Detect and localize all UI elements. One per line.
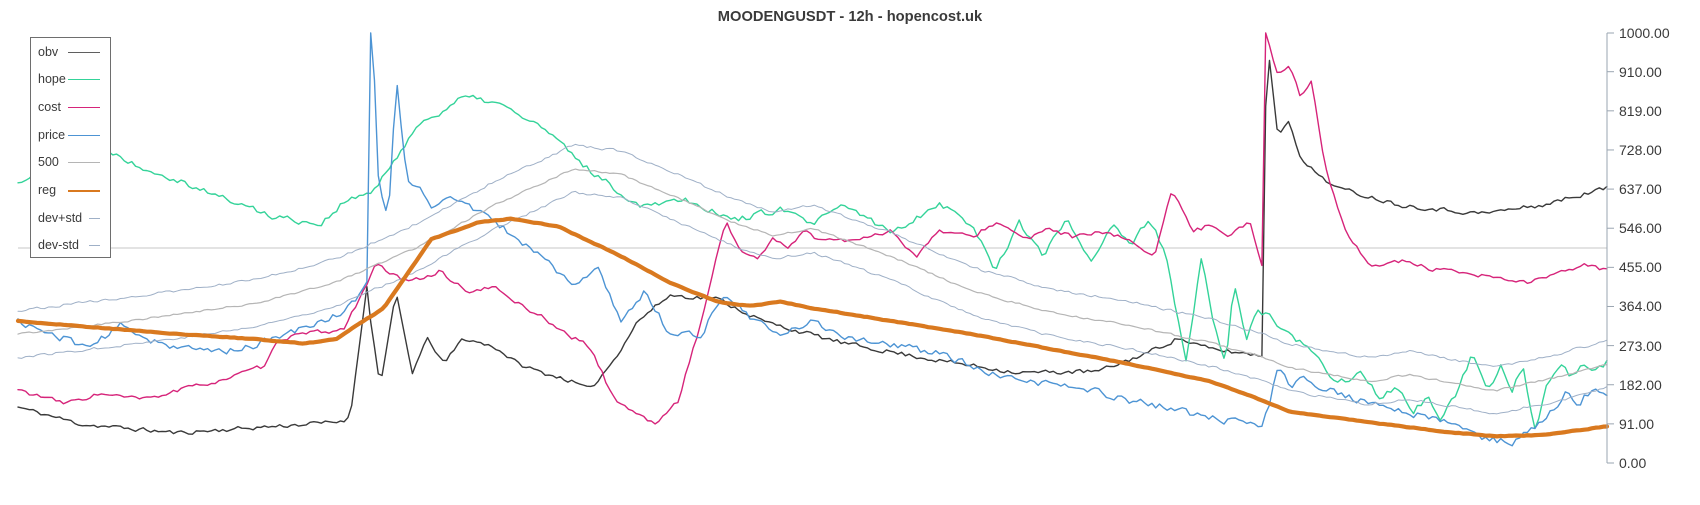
svg-text:91.00: 91.00 bbox=[1619, 416, 1654, 432]
svg-text:364.00: 364.00 bbox=[1619, 298, 1662, 314]
svg-text:819.00: 819.00 bbox=[1619, 103, 1662, 119]
svg-text:455.00: 455.00 bbox=[1619, 259, 1662, 275]
svg-text:728.00: 728.00 bbox=[1619, 142, 1662, 158]
svg-text:637.00: 637.00 bbox=[1619, 181, 1662, 197]
svg-text:910.00: 910.00 bbox=[1619, 64, 1662, 80]
svg-text:0.00: 0.00 bbox=[1619, 455, 1646, 471]
svg-text:182.00: 182.00 bbox=[1619, 377, 1662, 393]
svg-text:273.00: 273.00 bbox=[1619, 338, 1662, 354]
svg-text:1000.00: 1000.00 bbox=[1619, 25, 1670, 41]
svg-text:546.00: 546.00 bbox=[1619, 220, 1662, 236]
